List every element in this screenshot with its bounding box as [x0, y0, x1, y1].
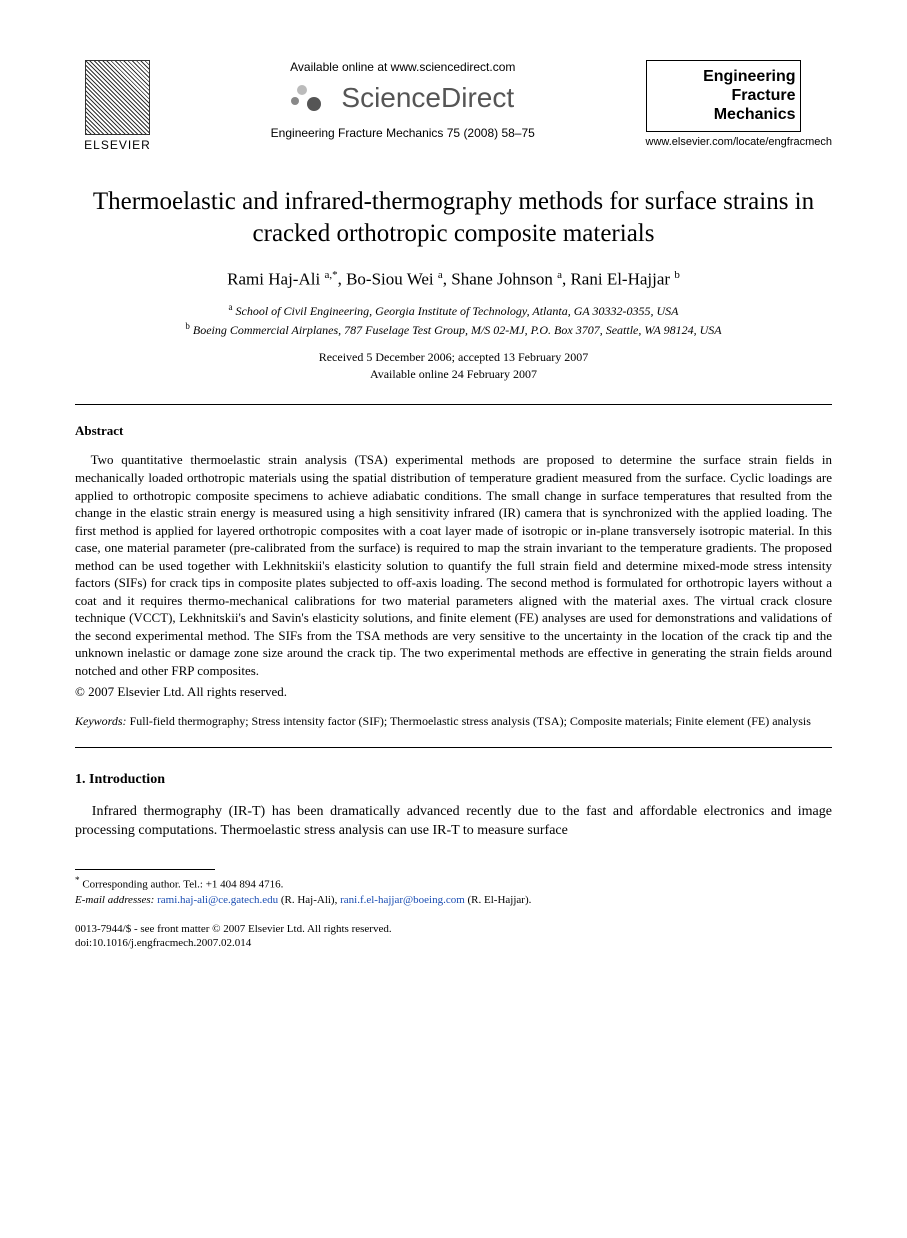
affiliation-b: b Boeing Commercial Airplanes, 787 Fusel…	[75, 320, 832, 339]
journal-reference: Engineering Fracture Mechanics 75 (2008)…	[180, 126, 626, 140]
affiliation-a-text: School of Civil Engineering, Georgia Ins…	[236, 304, 679, 318]
footer: 0013-7944/$ - see front matter © 2007 El…	[75, 922, 832, 951]
keywords-label: Keywords:	[75, 714, 127, 728]
sciencedirect-logo: ScienceDirect	[180, 82, 626, 114]
journal-title-box: Engineering Fracture Mechanics	[646, 60, 801, 132]
sciencedirect-dots-icon	[291, 83, 331, 113]
email-label: E-mail addresses:	[75, 894, 154, 906]
journal-box-line: Fracture	[651, 86, 796, 105]
keywords-text: Full-field thermography; Stress intensit…	[130, 714, 811, 728]
footnote-separator	[75, 869, 215, 870]
corresponding-author-note: * Corresponding author. Tel.: +1 404 894…	[75, 874, 832, 893]
affiliations: a School of Civil Engineering, Georgia I…	[75, 301, 832, 339]
email-link-2[interactable]: rani.f.el-hajjar@boeing.com	[340, 894, 465, 906]
copyright-line: © 2007 Elsevier Ltd. All rights reserved…	[75, 684, 832, 700]
available-online-date: Available online 24 February 2007	[75, 366, 832, 383]
page-header: ELSEVIER Available online at www.science…	[75, 60, 832, 178]
footnotes: * Corresponding author. Tel.: +1 404 894…	[75, 874, 832, 908]
publisher-logo-block: ELSEVIER	[75, 60, 160, 152]
front-matter-line: 0013-7944/$ - see front matter © 2007 El…	[75, 922, 832, 936]
publisher-label: ELSEVIER	[75, 138, 160, 152]
journal-box-line: Mechanics	[651, 105, 796, 124]
article-dates: Received 5 December 2006; accepted 13 Fe…	[75, 349, 832, 383]
affiliation-b-text: Boeing Commercial Airplanes, 787 Fuselag…	[193, 323, 722, 337]
article-title: Thermoelastic and infrared-thermography …	[75, 186, 832, 251]
divider	[75, 747, 832, 748]
abstract-heading: Abstract	[75, 423, 832, 439]
divider	[75, 404, 832, 405]
author-list: Rami Haj-Ali a,*, Bo-Siou Wei a, Shane J…	[75, 269, 832, 290]
doi-line: doi:10.1016/j.engfracmech.2007.02.014	[75, 936, 832, 950]
keywords: Keywords: Full-field thermography; Stres…	[75, 714, 832, 729]
sciencedirect-text: ScienceDirect	[341, 82, 514, 114]
received-date: Received 5 December 2006; accepted 13 Fe…	[75, 349, 832, 366]
section-heading-introduction: 1. Introduction	[75, 772, 832, 788]
center-header: Available online at www.sciencedirect.co…	[160, 60, 646, 140]
email-who-2: (R. El-Hajjar).	[468, 894, 532, 906]
journal-url: www.elsevier.com/locate/engfracmech	[646, 136, 832, 148]
corresponding-text: Corresponding author. Tel.: +1 404 894 4…	[82, 878, 283, 890]
elsevier-tree-icon	[85, 60, 150, 135]
email-who-1: (R. Haj-Ali),	[281, 894, 338, 906]
introduction-body: Infrared thermography (IR-T) has been dr…	[75, 802, 832, 841]
email-addresses-line: E-mail addresses: rami.haj-ali@ce.gatech…	[75, 893, 832, 908]
email-link-1[interactable]: rami.haj-ali@ce.gatech.edu	[157, 894, 278, 906]
affiliation-a: a School of Civil Engineering, Georgia I…	[75, 301, 832, 320]
journal-box-line: Engineering	[651, 67, 796, 86]
abstract-body: Two quantitative thermoelastic strain an…	[75, 451, 832, 679]
journal-title-block: Engineering Fracture Mechanics www.elsev…	[646, 60, 832, 178]
available-online-text: Available online at www.sciencedirect.co…	[180, 60, 626, 74]
